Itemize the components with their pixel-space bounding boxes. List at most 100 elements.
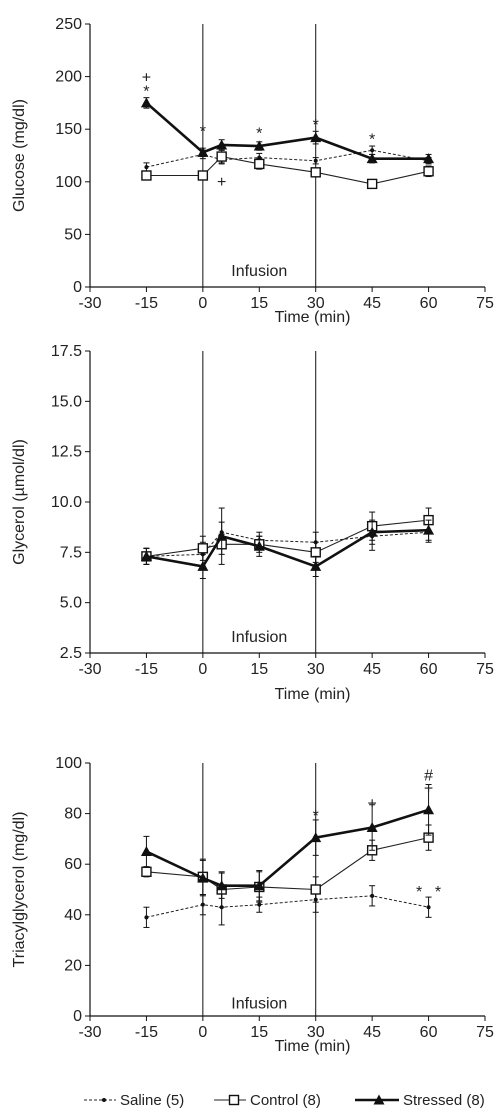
significance-marker: +: [142, 70, 151, 87]
series-saline: [143, 521, 432, 567]
legend-label: Stressed (8): [403, 1092, 485, 1109]
x-tick-label: 15: [250, 295, 268, 312]
x-tick-label: 15: [250, 661, 268, 678]
x-tick-label: 45: [363, 295, 381, 312]
data-point-stressed: [253, 880, 265, 891]
legend-item-saline: Saline (5): [84, 1092, 184, 1109]
series-line-control: [146, 519, 429, 557]
data-point-stressed: [197, 146, 209, 157]
x-tick-label: 0: [198, 661, 207, 678]
y-tick-label: 7.5: [60, 544, 82, 561]
data-point-control: [141, 170, 152, 181]
series-stressed: [140, 507, 435, 580]
significance-marker: +: [217, 174, 226, 191]
data-point-stressed: [197, 560, 209, 571]
x-axis-label: Time (min): [275, 1038, 351, 1055]
y-tick-label: 100: [55, 755, 82, 772]
legend-swatch-marker: [228, 1094, 240, 1106]
y-tick-label: 80: [64, 806, 82, 823]
panel-2: 2.5 5.0 7.5 10.0 12.5 15.0 17.5 -30 -15 0 15 30 45 60…: [11, 343, 494, 703]
data-point-stressed: [140, 550, 152, 561]
significance-marker: *: [313, 808, 319, 825]
data-point-saline: [313, 158, 318, 163]
y-tick-label: 0: [73, 279, 82, 296]
y-axis-label: Triacylglycerol (mg/dl): [11, 812, 28, 968]
data-point-stressed: [253, 540, 265, 551]
x-tick-label: -15: [135, 295, 158, 312]
series-control: [141, 149, 434, 190]
series-line-control: [146, 837, 429, 891]
data-point-saline: [257, 902, 262, 907]
significance-marker: *: [435, 884, 441, 901]
x-tick-label: 0: [198, 1024, 207, 1041]
data-point-control: [310, 884, 321, 895]
x-tick-label: 75: [476, 661, 494, 678]
x-tick-label: 0: [198, 295, 207, 312]
data-point-stressed: [253, 140, 265, 151]
data-point-saline: [370, 148, 375, 153]
significance-marker: +: [424, 780, 433, 797]
significance-marker: #: [424, 768, 433, 785]
data-point-stressed: [310, 832, 322, 843]
legend-item-control: Control (8): [214, 1092, 321, 1109]
panel-3: 0 20 40 60 80 100 -30 -15 0 15 30 45 60 75 Time (min) T…: [11, 755, 494, 1055]
y-tick-label: 200: [55, 69, 82, 86]
x-tick-label: 60: [420, 295, 438, 312]
significance-marker: *: [369, 132, 375, 149]
y-tick-label: 17.5: [51, 343, 82, 360]
x-tick-label: 60: [420, 661, 438, 678]
y-tick-label: 10.0: [51, 494, 82, 511]
y-tick-label: 40: [64, 907, 82, 924]
significance-marker: *: [416, 884, 422, 901]
y-axis-label: Glycerol (µmol/dl): [11, 439, 28, 565]
data-point-control: [216, 151, 227, 162]
data-point-stressed: [140, 846, 152, 857]
infusion-label: Infusion: [231, 629, 287, 646]
x-tick-label: 45: [363, 1024, 381, 1041]
x-tick-label: -15: [135, 1024, 158, 1041]
data-point-saline: [200, 902, 205, 907]
x-tick-label: 60: [420, 1024, 438, 1041]
significance-marker: *: [143, 83, 149, 100]
data-point-saline: [144, 165, 149, 170]
data-point-control: [310, 547, 321, 558]
series-stressed: [140, 97, 435, 164]
x-tick-label: -30: [78, 661, 101, 678]
x-tick-label: 30: [307, 295, 325, 312]
x-axis-label: Time (min): [275, 309, 351, 326]
y-tick-label: 2.5: [60, 645, 82, 662]
data-point-stressed: [423, 524, 435, 535]
significance-marker: *: [200, 123, 206, 140]
panel-1: 0 50 100 150 200 250 -30 -15 0 15 30 45 60 75 Time (mi…: [11, 16, 494, 326]
legend-item-stressed: Stressed (8): [355, 1092, 485, 1109]
data-point-stressed: [310, 560, 322, 571]
data-point-stressed: [366, 153, 378, 164]
y-tick-label: 5.0: [60, 595, 82, 612]
data-point-control: [423, 166, 434, 177]
legend-swatch-marker: [102, 1098, 106, 1102]
y-tick-label: 60: [64, 856, 82, 873]
legend-swatch-marker: [373, 1094, 385, 1105]
y-tick-label: 20: [64, 957, 82, 974]
significance-marker: *: [313, 117, 319, 134]
x-tick-label: 30: [307, 1024, 325, 1041]
x-tick-label: 75: [476, 1024, 494, 1041]
data-point-saline: [426, 905, 431, 910]
data-point-stressed: [216, 530, 228, 541]
data-point-stressed: [140, 97, 152, 108]
x-tick-label: -15: [135, 661, 158, 678]
x-tick-label: 30: [307, 661, 325, 678]
x-tick-label: -30: [78, 1024, 101, 1041]
series-line-stressed: [145, 808, 429, 888]
y-axis-label: Glucose (mg/dl): [11, 99, 28, 212]
data-point-stressed: [216, 880, 228, 891]
y-tick-label: 50: [64, 226, 82, 243]
data-point-stressed: [216, 139, 228, 150]
data-point-saline: [370, 893, 375, 898]
data-point-control: [310, 167, 321, 178]
series-line-stressed: [145, 101, 429, 160]
infusion-label: Infusion: [231, 995, 287, 1012]
data-point-control: [197, 543, 209, 554]
